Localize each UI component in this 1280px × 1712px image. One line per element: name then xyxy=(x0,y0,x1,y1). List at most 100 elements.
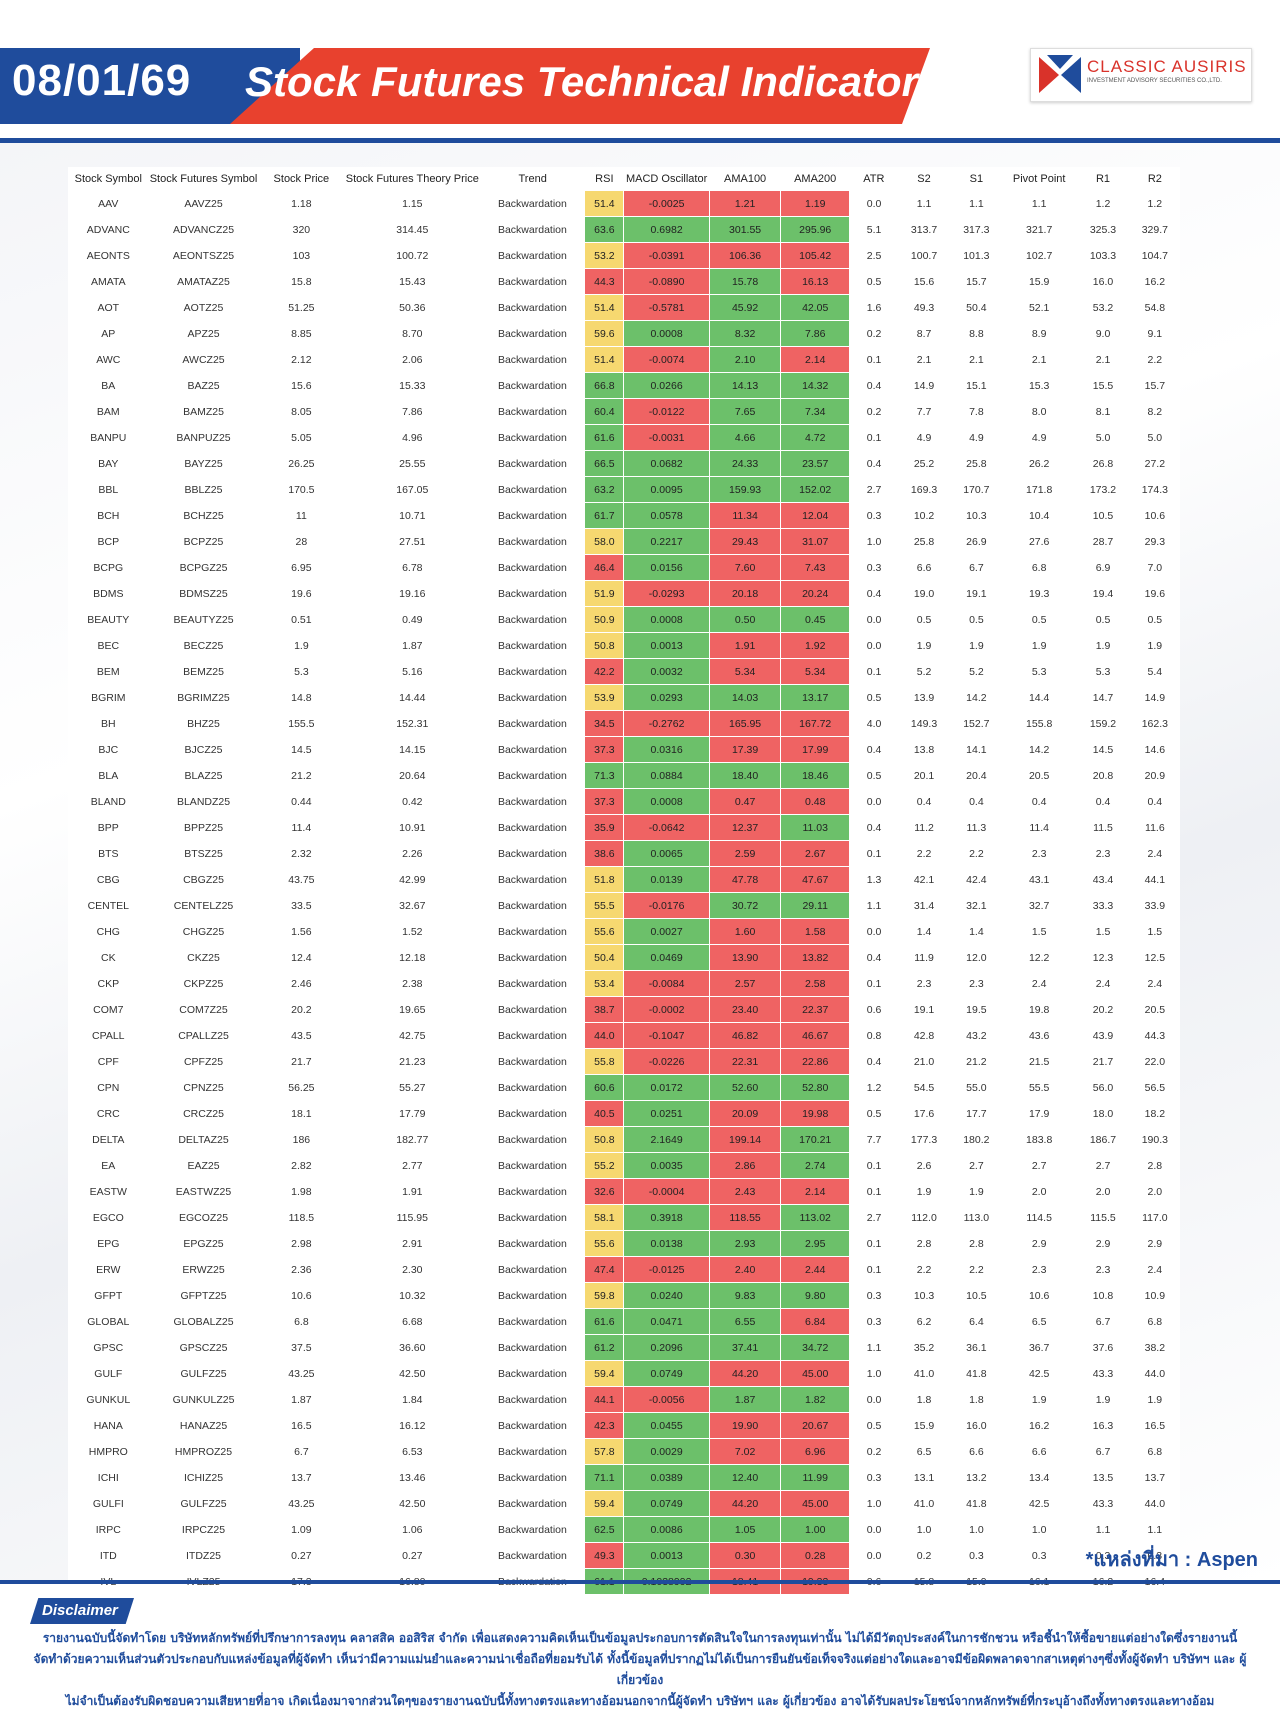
table-cell: BAZ25 xyxy=(187,379,220,392)
table-cell: 20.8 xyxy=(1092,769,1114,782)
table-cell: 0.5 xyxy=(866,691,882,704)
table-cell: 167.05 xyxy=(396,483,429,496)
table-cell: 7.8 xyxy=(969,405,984,418)
table-cell: BHZ25 xyxy=(187,717,220,730)
table-cell: Backwardation xyxy=(497,483,567,496)
table-cell: 22.31 xyxy=(709,1048,782,1075)
table-cell: 16.3 xyxy=(1092,1419,1114,1432)
table-cell: 0.0086 xyxy=(623,1516,711,1543)
table-cell: ERWZ25 xyxy=(182,1263,225,1276)
table-cell: 42.99 xyxy=(399,873,426,886)
table-cell: 0.0455 xyxy=(623,1412,711,1439)
table-cell: ICHIZ25 xyxy=(183,1471,224,1484)
table-cell: 6.7 xyxy=(294,1445,309,1458)
table-cell: Backwardation xyxy=(497,1315,567,1328)
table-cell: 23.57 xyxy=(780,450,851,477)
table-cell: 9.80 xyxy=(780,1282,851,1309)
table-cell: 18.46 xyxy=(780,762,851,789)
table-cell: 57.8 xyxy=(584,1438,625,1465)
table-cell: 25.8 xyxy=(913,535,935,548)
table-cell: 1.0 xyxy=(1031,1523,1047,1536)
table-cell: 55.6 xyxy=(584,1230,625,1257)
table-cell: 6.53 xyxy=(402,1445,423,1458)
table-cell: Backwardation xyxy=(497,717,567,730)
table-cell: BPPZ25 xyxy=(183,821,224,834)
table-cell: 11.2 xyxy=(914,821,934,834)
table-cell: -0.0391 xyxy=(623,242,711,269)
table-cell: 5.0 xyxy=(1147,431,1163,444)
table-cell: -0.0122 xyxy=(623,398,711,425)
table-cell: 152.02 xyxy=(780,476,851,503)
table-cell: BAYZ25 xyxy=(184,457,223,470)
table-cell: 47.67 xyxy=(780,866,851,893)
table-row: ERW ERWZ25 2.36 2.30 Backwardation 47.4 -0.012… xyxy=(68,1256,1180,1283)
table-cell: 7.43 xyxy=(780,554,851,581)
table-cell: 2.7 xyxy=(866,1211,882,1224)
table-cell: 0.4 xyxy=(916,795,932,808)
table-cell: 0.5 xyxy=(969,613,984,626)
table-cell: 6.8 xyxy=(294,1315,309,1328)
table-cell: 26.8 xyxy=(1092,457,1114,470)
table-cell: 31.4 xyxy=(913,899,935,912)
table-cell: 2.7 xyxy=(866,483,882,496)
table-cell: Backwardation xyxy=(497,1523,567,1536)
table-cell: BCPGZ25 xyxy=(179,561,228,574)
table-cell: 2.10 xyxy=(709,346,782,373)
table-cell: Backwardation xyxy=(497,275,567,288)
table-cell: 1.0 xyxy=(866,1367,882,1380)
table-cell: 15.6 xyxy=(913,275,935,288)
table-cell: 0.2 xyxy=(916,1549,932,1562)
table-cell: 13.7 xyxy=(1144,1471,1166,1484)
table-cell: 47.78 xyxy=(709,866,782,893)
table-cell: GFPTZ25 xyxy=(180,1289,227,1302)
table-cell: Backwardation xyxy=(497,1237,567,1250)
table-cell: 0.48 xyxy=(780,788,851,815)
table-cell: 33.3 xyxy=(1092,899,1114,912)
table-cell: 1.2 xyxy=(1095,197,1111,210)
table-cell: 26.2 xyxy=(1028,457,1050,470)
table-cell: 0.50 xyxy=(709,606,782,633)
table-cell: 61.6 xyxy=(584,424,625,451)
table-cell: 34.72 xyxy=(780,1334,851,1361)
table-cell: 0.2 xyxy=(866,1445,882,1458)
table-cell: BDMSZ25 xyxy=(179,587,228,600)
table-cell: EPGZ25 xyxy=(183,1237,224,1250)
table-cell: GULFZ25 xyxy=(180,1497,227,1510)
table-cell: 0.0293 xyxy=(623,684,711,711)
table-cell: 0.0749 xyxy=(623,1490,711,1517)
table-cell: 55.5 xyxy=(1028,1081,1050,1094)
table-cell: 2.95 xyxy=(780,1230,851,1257)
table-cell: 115.95 xyxy=(396,1211,428,1224)
table-cell: 42.5 xyxy=(1028,1497,1050,1510)
table-cell: 33.5 xyxy=(291,899,312,912)
table-cell: EGCO xyxy=(92,1211,124,1224)
table-cell: 8.32 xyxy=(709,320,782,347)
table-cell: 1.9 xyxy=(1147,639,1163,652)
table-cell: 11.99 xyxy=(780,1464,851,1491)
table-cell: 13.90 xyxy=(709,944,782,971)
table-cell: 1.8 xyxy=(916,1393,932,1406)
table-row: COM7 COM7Z25 20.2 19.65 Backwardation 38.7 -0.… xyxy=(68,996,1180,1023)
table-cell: 20.9 xyxy=(1144,769,1166,782)
table-cell: 42.50 xyxy=(399,1367,426,1380)
table-cell: 36.7 xyxy=(1028,1341,1050,1354)
table-cell: 14.4 xyxy=(1028,691,1050,704)
table-cell: 6.95 xyxy=(291,561,312,574)
table-cell: 0.0095 xyxy=(623,476,711,503)
table-cell: 1.9 xyxy=(969,639,984,652)
table-cell: 2.7 xyxy=(969,1159,984,1172)
table-cell: 0.42 xyxy=(402,795,423,808)
table-cell: ICHI xyxy=(97,1471,119,1484)
table-cell: 2.8 xyxy=(916,1237,932,1250)
table-cell: 5.1 xyxy=(866,223,882,236)
table-cell: BTSZ25 xyxy=(184,847,223,860)
table-cell: 2.1649 xyxy=(623,1126,711,1153)
table-cell: 6.2 xyxy=(916,1315,932,1328)
table-cell: Backwardation xyxy=(497,1107,567,1120)
table-cell: Backwardation xyxy=(497,561,567,574)
table-cell: 20.67 xyxy=(780,1412,851,1439)
table-cell: AEONTSZ25 xyxy=(172,249,235,262)
table-cell: 27.51 xyxy=(399,535,426,548)
table-cell: 42.5 xyxy=(1028,1367,1050,1380)
table-row: CPALL CPALLZ25 43.5 42.75 Backwardation 44.0-… xyxy=(68,1022,1180,1049)
